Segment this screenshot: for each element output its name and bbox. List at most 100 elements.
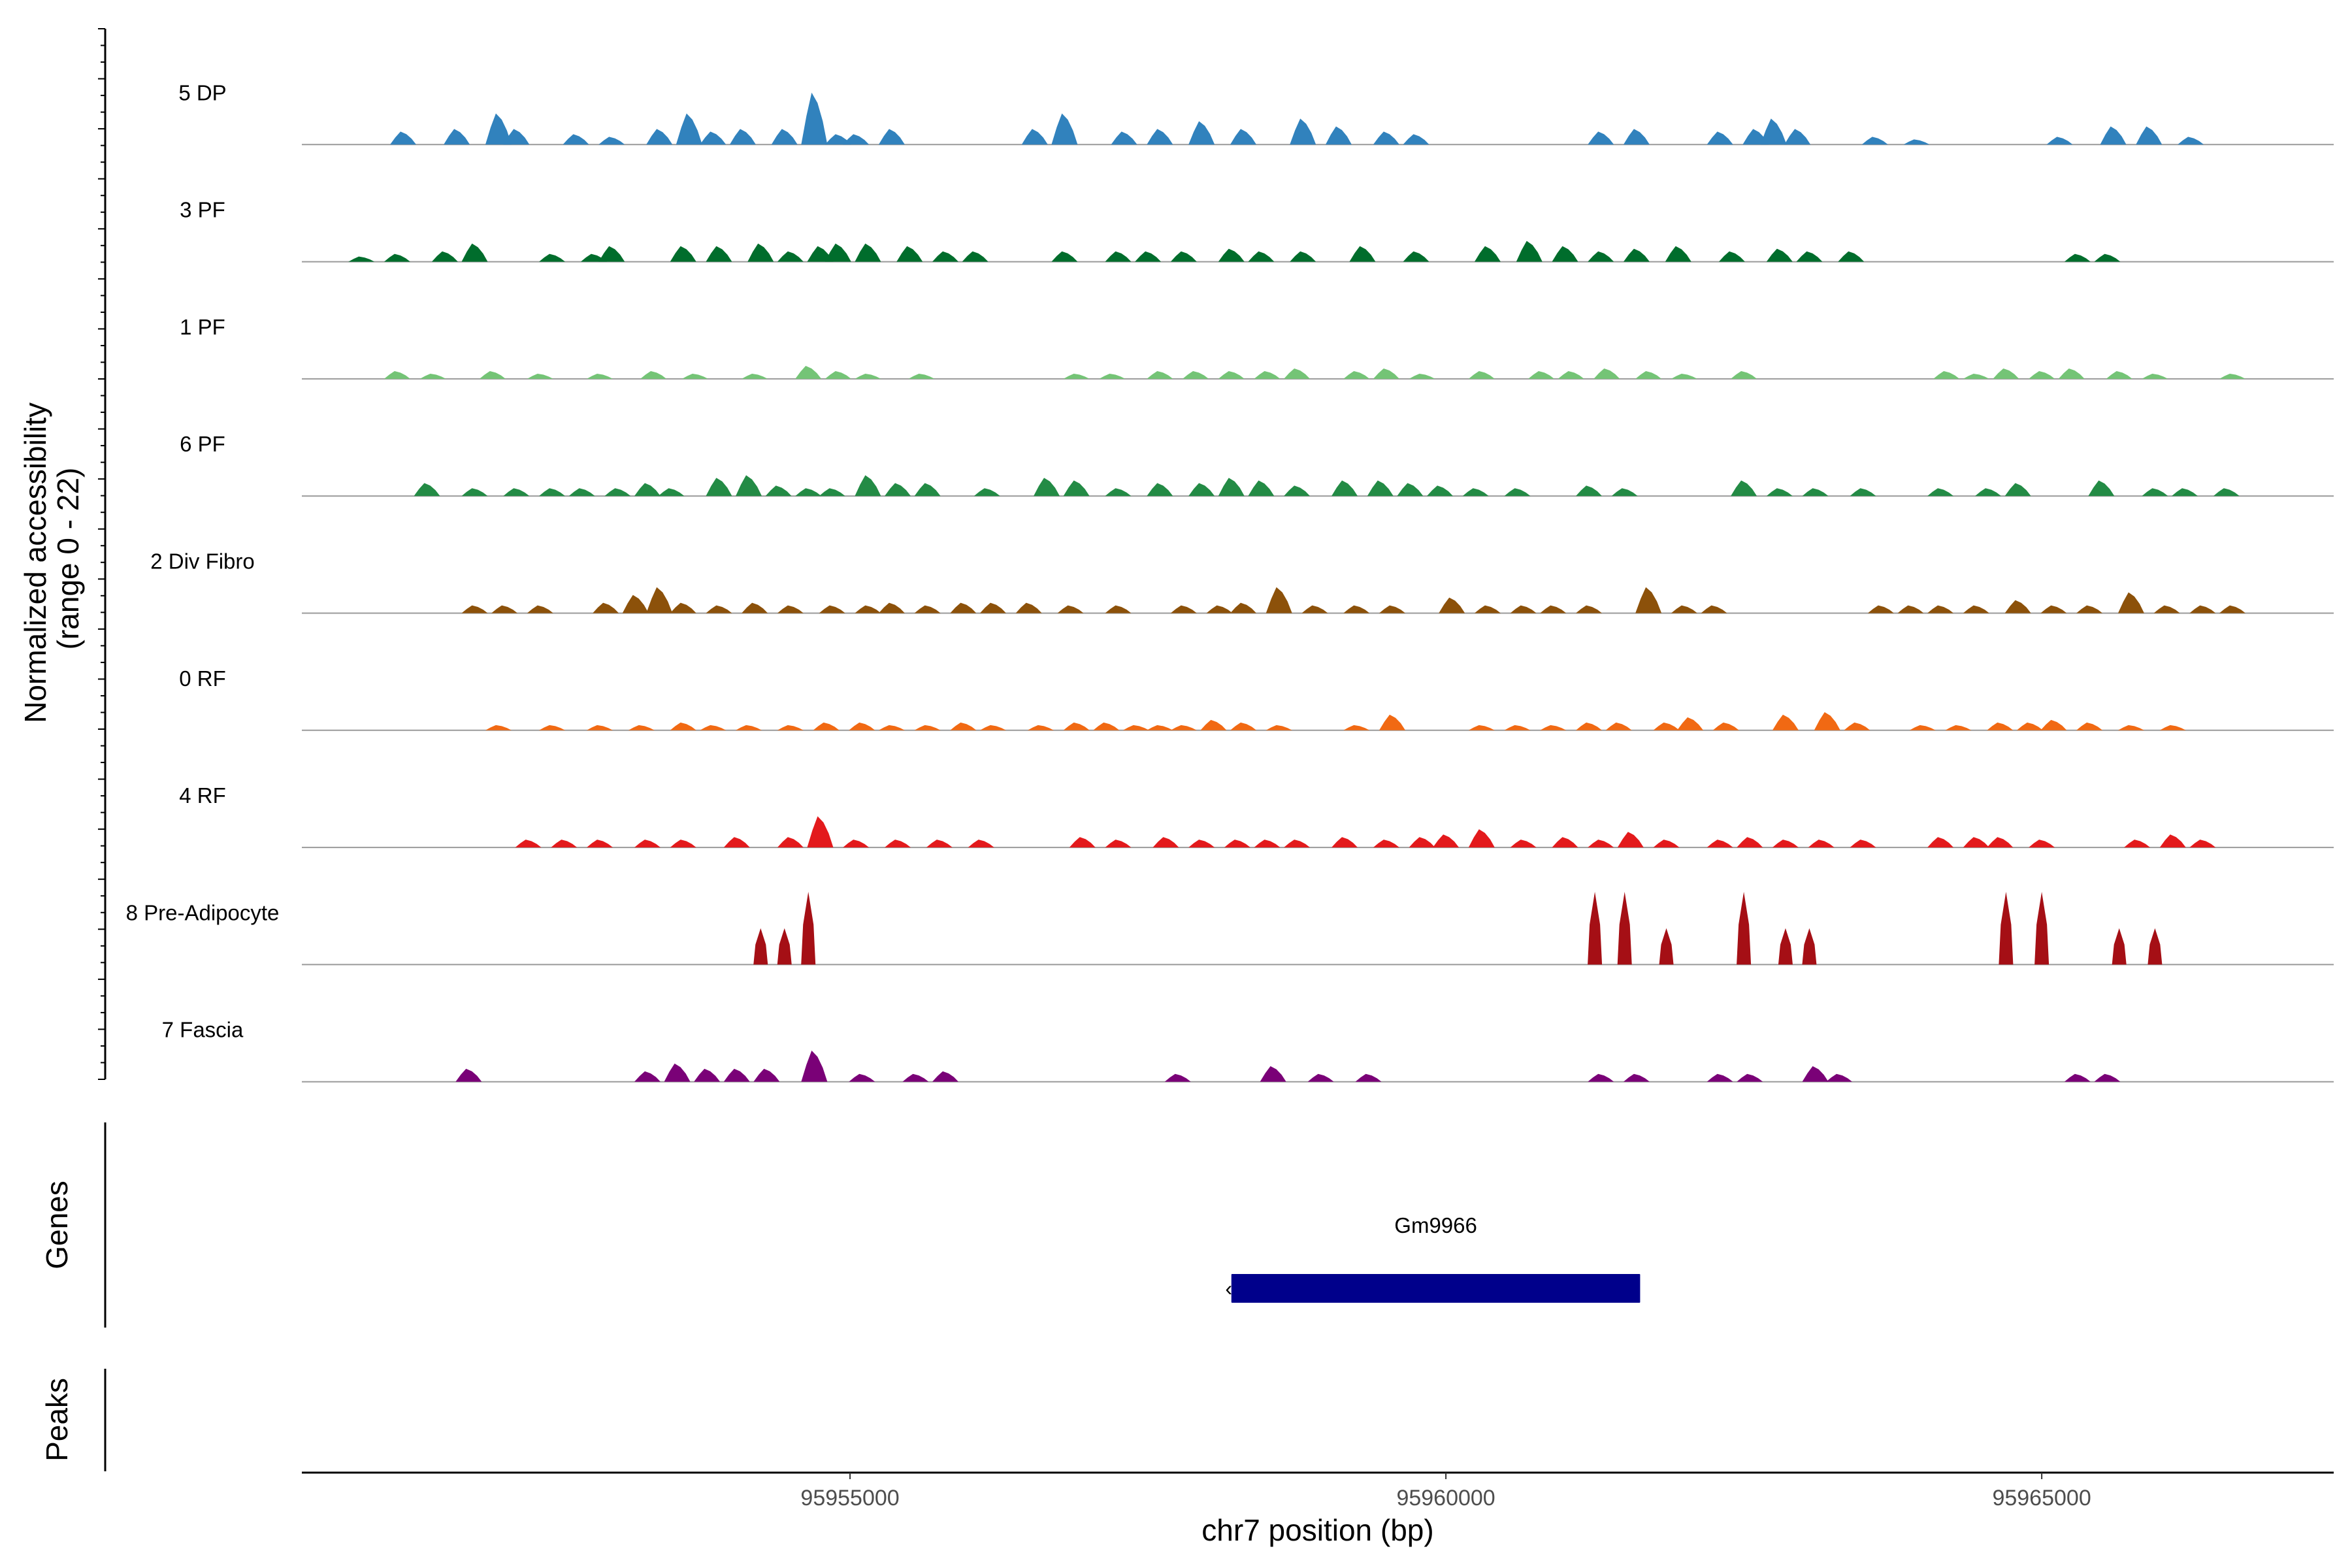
coverage-peak [1772,714,1799,730]
coverage-peak [587,725,613,730]
coverage-peak [795,366,822,379]
coverage-peak [670,722,696,730]
coverage-peak [1301,605,1328,613]
coverage-peak [527,605,553,613]
coverage-peak [1379,714,1406,730]
coverage-peak [694,1068,721,1082]
coverage-peak [1379,605,1406,613]
coverage-peak [628,725,655,730]
coverage-peak [646,587,673,613]
coverage-peak [1331,837,1358,848]
coverage-peak [878,725,905,730]
coverage-peak [885,840,911,848]
y-axis-title-line2: (range 0 - 22) [51,468,85,650]
coverage-peak [1170,725,1197,730]
coverage-peak [1504,725,1531,730]
coverage-peak [849,1073,875,1082]
coverage-peak [962,251,988,262]
coverage-peak [646,129,673,145]
track-label: 3 PF [180,198,225,222]
coverage-peak [527,373,553,379]
coverage-peak [1147,370,1173,379]
coverage-peak [2136,126,2163,145]
coverage-peak [1707,840,1733,848]
coverage-peak [1516,240,1543,262]
coverage-peak [551,840,578,848]
coverage-peak [932,251,958,262]
coverage-peak [706,246,732,262]
x-tick-label: 95960000 [1396,1486,1495,1511]
coverage-peak [444,129,470,145]
coverage-peak [1057,605,1084,613]
coverage-peak [461,488,488,497]
coverage-peak [503,129,530,145]
coverage-peak [1147,483,1173,497]
coverage-peak [1218,370,1245,379]
coverage-peak [2046,137,2073,145]
peaks-panel-label: Peaks [40,1378,74,1462]
coverage-peak [1796,251,1823,262]
coverage-peak [2058,368,2085,379]
coverage-peak [807,246,834,262]
coverage-peak [729,129,756,145]
coverage-peak [568,488,595,497]
coverage-peak [1665,246,1691,262]
coverage-peak [461,243,488,262]
coverage-peak [622,595,649,613]
coverage-peak [598,246,625,262]
coverage-peak [1784,129,1811,145]
track-0-rf: 0 RF [179,666,2334,731]
coverage-peak [455,1068,482,1082]
coverage-peak [1802,488,1829,497]
coverage-peak [2004,483,2031,497]
coverage-peak [1147,725,1173,730]
coverage-peak [771,129,798,145]
coverage-peak [1927,837,1954,848]
coverage-peak [1230,722,1256,730]
coverage-peak [587,840,613,848]
coverage-peak [1439,597,1465,613]
coverage-peak [414,483,440,497]
gene-body[interactable] [1231,1274,1641,1303]
coverage-peak [1290,118,1316,145]
coverage-peak [1707,1073,1733,1082]
coverage-peak [515,840,542,848]
coverage-peak [753,928,768,965]
coverage-peak [2189,605,2216,613]
coverage-peak [1051,113,1078,145]
coverage-peak [777,251,804,262]
coverage-peak [878,602,905,613]
coverage-peak [1021,129,1048,145]
coverage-peak [1718,251,1745,262]
track-label: 0 RF [179,666,226,691]
coverage-peak [634,840,661,848]
coverage-peak [1850,488,1876,497]
coverage-peak [2040,719,2067,730]
coverage-peak [384,253,410,262]
coverage-peak [855,373,881,379]
coverage-peak [1653,840,1680,848]
coverage-peak [777,928,792,965]
coverage-peak [1403,251,1429,262]
y-axis-title: Normalized accessibility (range 0 - 22) [18,394,85,723]
coverage-peak [1707,131,1733,145]
coverage-peak [801,892,816,965]
x-tick-label: 95965000 [1992,1486,2091,1511]
coverage-peak [777,605,804,613]
coverage-peak [1254,370,1281,379]
coverage-peak [1468,725,1495,730]
coverage-peak [461,605,488,613]
coverage-peak [2106,370,2132,379]
coverage-peak [670,602,696,613]
coverage-peak [2112,928,2127,965]
coverage-peak [384,370,410,379]
coverage-peak [1343,605,1370,613]
coverage-peak [539,253,566,262]
coverage-peak [1206,605,1233,613]
track-7-fascia: 7 Fascia [162,1018,2334,1083]
coverage-peak [1635,587,1662,613]
coverage-peak [1778,928,1793,965]
coverage-peak [1147,129,1173,145]
coverage-peak [598,137,625,145]
coverage-peak [926,840,953,848]
